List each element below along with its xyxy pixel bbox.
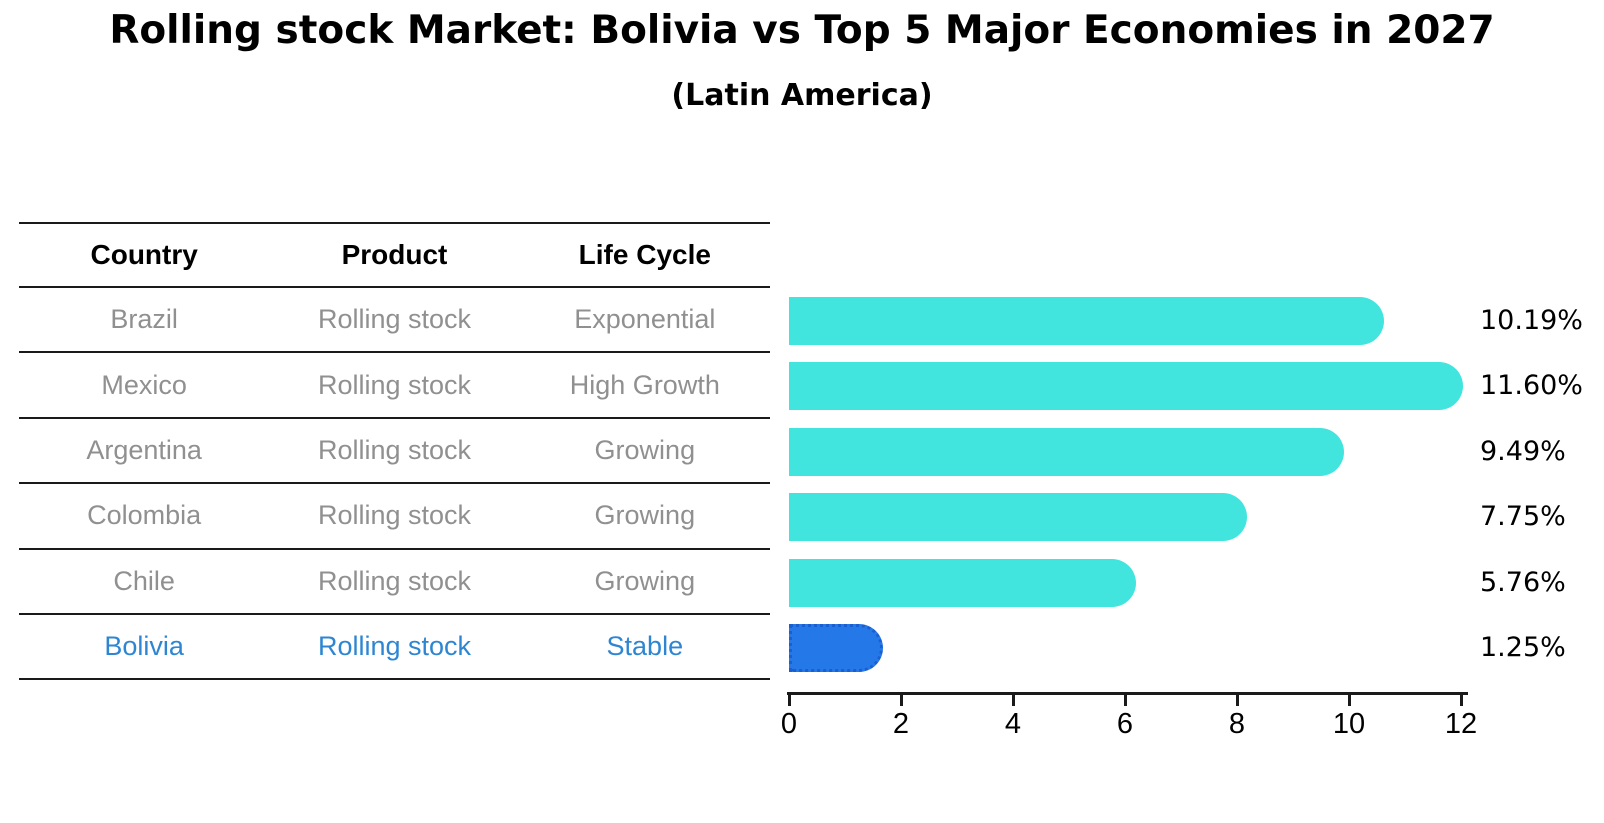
x-axis-tick [1012, 692, 1015, 706]
country-cell: Colombia [87, 500, 202, 531]
x-axis-tick-label: 8 [1228, 708, 1246, 740]
life-cycle-cell: Growing [594, 500, 696, 531]
life-cycle-cell: Stable [606, 631, 684, 662]
x-axis-tick-label: 2 [892, 708, 910, 740]
value-label-mexico: 11.60% [1480, 370, 1583, 402]
bar-chile [789, 558, 1136, 607]
life-cycle-cell: High Growth [569, 369, 720, 400]
x-axis-tick [900, 692, 903, 706]
value-label-colombia: 7.75% [1480, 501, 1566, 533]
bar-mexico [789, 362, 1463, 411]
bar-colombia [789, 493, 1247, 542]
product-cell: Rolling stock [317, 304, 472, 335]
value-label-argentina: 9.49% [1480, 435, 1566, 467]
product-cell: Rolling stock [317, 434, 472, 465]
header-country: Country [90, 239, 198, 270]
country-cell: Mexico [101, 369, 187, 400]
product-cell: Rolling stock [317, 631, 472, 662]
value-label-brazil: 10.19% [1480, 305, 1583, 336]
x-axis-line [787, 692, 1468, 695]
product-cell: Rolling stock [317, 565, 472, 596]
table-row-mexico: Mexico Rolling stock High Growth [19, 353, 770, 419]
bar-argentina [789, 427, 1345, 476]
table-row-colombia: Colombia Rolling stock Growing [19, 484, 770, 550]
x-axis-tick-label: 12 [1444, 708, 1478, 740]
x-axis-tick-label: 0 [780, 708, 798, 740]
table-row-brazil: Brazil Rolling stock Exponential [19, 288, 770, 354]
country-cell: Bolivia [104, 631, 184, 662]
data-table: Country Product Life Cycle Brazil Rolling… [19, 222, 770, 681]
x-axis-tick [1124, 692, 1127, 706]
product-cell: Rolling stock [317, 500, 472, 531]
life-cycle-cell: Exponential [574, 304, 716, 335]
product-cell: Rolling stock [317, 369, 472, 400]
x-axis-tick [1460, 692, 1463, 706]
chart-subtitle: (Latin America) [671, 78, 933, 113]
header-product: Product [341, 239, 448, 270]
life-cycle-cell: Growing [594, 565, 696, 596]
x-axis-tick-label: 10 [1332, 708, 1366, 740]
chart-title: Rolling stock Market: Bolivia vs Top 5 M… [109, 8, 1495, 53]
x-axis-tick [788, 692, 791, 706]
x-axis-tick-label: 4 [1004, 708, 1022, 740]
value-label-chile: 5.76% [1480, 566, 1566, 598]
bar-brazil [789, 297, 1384, 345]
value-label-bolivia: 1.25% [1480, 632, 1566, 663]
life-cycle-cell: Growing [594, 434, 696, 465]
table-header-row: Country Product Life Cycle [19, 222, 770, 288]
x-axis-tick [1348, 692, 1351, 706]
country-cell: Brazil [110, 304, 178, 335]
country-cell: Argentina [86, 434, 202, 465]
country-cell: Chile [113, 565, 175, 596]
table-row-chile: Chile Rolling stock Growing [19, 550, 770, 615]
table-body: Brazil Rolling stock Exponential Mexico Roll… [19, 288, 770, 681]
table-row-bolivia: Bolivia Rolling stock Stable [19, 615, 770, 681]
bar-bolivia [789, 624, 883, 672]
table-row-argentina: Argentina Rolling stock Growing [19, 419, 770, 485]
header-life-cycle: Life Cycle [578, 239, 711, 270]
x-axis-tick [1236, 692, 1239, 706]
x-axis-tick-label: 6 [1116, 708, 1134, 740]
